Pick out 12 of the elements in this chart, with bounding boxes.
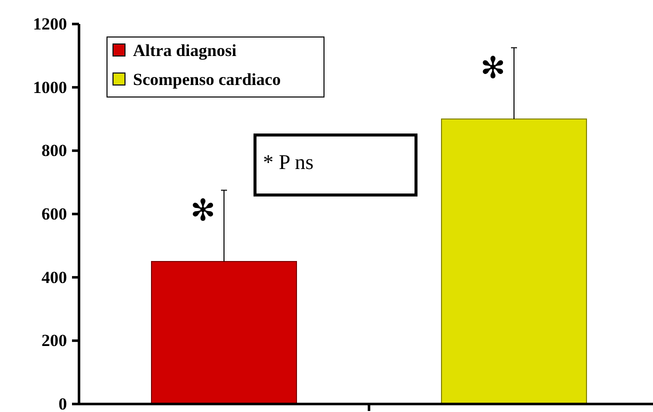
legend-label: Altra diagnosi (133, 41, 237, 60)
y-tick-label: 1000 (33, 78, 67, 97)
legend-label: Scompenso cardiaco (133, 70, 281, 89)
y-tick-label: 0 (58, 394, 67, 412)
y-tick-label: 400 (42, 268, 67, 287)
y-tick-label: 200 (42, 331, 67, 350)
annotation: * P ns (263, 150, 314, 174)
y-tick-label: 1200 (33, 14, 67, 34)
y-tick-label: 600 (42, 204, 67, 224)
y-tick-label: 800 (42, 141, 67, 160)
annotation: ✻ (480, 50, 506, 86)
annotation: ✻ (190, 193, 216, 228)
